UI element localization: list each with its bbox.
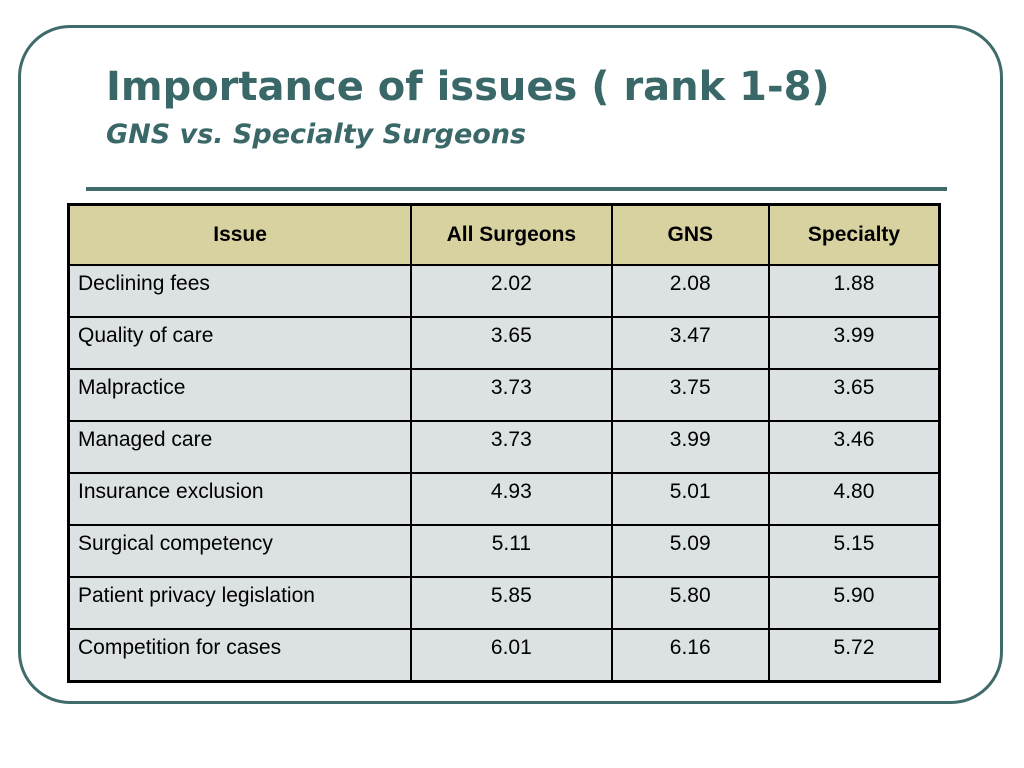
gns-cell: 5.01 (610, 472, 770, 526)
table-row: Competition for cases 6.01 6.16 5.72 (67, 628, 941, 682)
all-surgeons-cell: 3.65 (410, 316, 613, 370)
specialty-cell: 3.46 (767, 420, 941, 474)
header-gns: GNS (610, 203, 770, 266)
table-header-row: Issue All Surgeons GNS Specialty (67, 203, 941, 266)
header-all-surgeons: All Surgeons (410, 203, 613, 266)
issue-cell: Surgical competency (67, 524, 413, 578)
slide-title: Importance of issues ( rank 1-8) (106, 64, 830, 110)
all-surgeons-cell: 3.73 (410, 368, 613, 422)
header-specialty: Specialty (767, 203, 941, 266)
table-row: Insurance exclusion 4.93 5.01 4.80 (67, 472, 941, 526)
header-issue: Issue (67, 203, 413, 266)
table-row: Malpractice 3.73 3.75 3.65 (67, 368, 941, 422)
all-surgeons-cell: 4.93 (410, 472, 613, 526)
table-row: Managed care 3.73 3.99 3.46 (67, 420, 941, 474)
all-surgeons-cell: 5.85 (410, 576, 613, 630)
specialty-cell: 3.99 (767, 316, 941, 370)
gns-cell: 3.75 (610, 368, 770, 422)
issue-cell: Insurance exclusion (67, 472, 413, 526)
gns-cell: 5.09 (610, 524, 770, 578)
all-surgeons-cell: 3.73 (410, 420, 613, 474)
table-row: Surgical competency 5.11 5.09 5.15 (67, 524, 941, 578)
gns-cell: 5.80 (610, 576, 770, 630)
specialty-cell: 1.88 (767, 264, 941, 318)
specialty-cell: 5.90 (767, 576, 941, 630)
slide-frame (18, 25, 1003, 704)
title-divider (86, 187, 947, 191)
slide-subtitle: GNS vs. Specialty Surgeons (106, 119, 527, 150)
table-row: Quality of care 3.65 3.47 3.99 (67, 316, 941, 370)
gns-cell: 3.99 (610, 420, 770, 474)
specialty-cell: 5.15 (767, 524, 941, 578)
issue-cell: Malpractice (67, 368, 413, 422)
issue-cell: Declining fees (67, 264, 413, 318)
table-row: Declining fees 2.02 2.08 1.88 (67, 264, 941, 318)
issue-cell: Managed care (67, 420, 413, 474)
specialty-cell: 4.80 (767, 472, 941, 526)
all-surgeons-cell: 5.11 (410, 524, 613, 578)
issues-table: Issue All Surgeons GNS Specialty Declini… (67, 203, 941, 683)
issue-cell: Patient privacy legislation (67, 576, 413, 630)
issue-cell: Competition for cases (67, 628, 413, 682)
gns-cell: 3.47 (610, 316, 770, 370)
all-surgeons-cell: 2.02 (410, 264, 613, 318)
specialty-cell: 5.72 (767, 628, 941, 682)
all-surgeons-cell: 6.01 (410, 628, 613, 682)
table-row: Patient privacy legislation 5.85 5.80 5.… (67, 576, 941, 630)
gns-cell: 6.16 (610, 628, 770, 682)
gns-cell: 2.08 (610, 264, 770, 318)
issue-cell: Quality of care (67, 316, 413, 370)
specialty-cell: 3.65 (767, 368, 941, 422)
